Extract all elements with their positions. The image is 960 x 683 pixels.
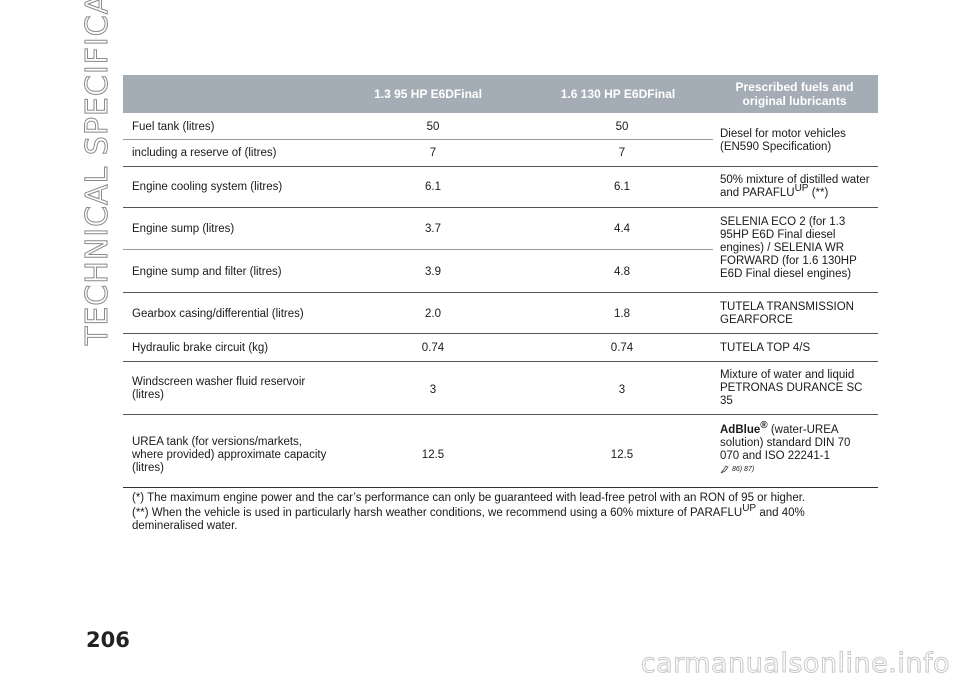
row-divider bbox=[123, 139, 713, 140]
value-sump-2: 4.4 bbox=[614, 223, 630, 235]
lubricant-sump-l5: E6D Final diesel engines) bbox=[720, 268, 852, 280]
value-fuel-tank-1: 50 bbox=[426, 121, 440, 133]
row-divider bbox=[123, 414, 878, 415]
lubricant-cooling-line2b: (**) bbox=[811, 187, 829, 199]
lubricant-washer: Mixture of water and liquid PETRONAS DUR… bbox=[720, 369, 882, 408]
row-label-reserve: including a reserve of (litres) bbox=[132, 147, 277, 159]
lubricant-cooling: 50% mixture of distilled water and PARAF… bbox=[720, 174, 885, 200]
row-divider bbox=[123, 207, 878, 208]
row-label-washer: Windscreen washer fluid reservoir (litre… bbox=[132, 376, 332, 402]
lubricant-washer-l2: PETRONAS DURANCE SC bbox=[720, 382, 863, 394]
lubricant-fuel-line2: (EN590 Specification) bbox=[720, 141, 832, 153]
section-title: TECHNICAL SPECIFICATIONS bbox=[80, 0, 116, 346]
lubricant-urea: AdBlue® (water-UREA solution) standard D… bbox=[720, 421, 882, 478]
header-engine-1: 1.3 95 HP E6DFinal bbox=[374, 87, 482, 101]
row-label-urea-l3: (litres) bbox=[132, 462, 164, 474]
header-engine-2: 1.6 130 HP E6DFinal bbox=[560, 87, 676, 101]
page-number: 206 bbox=[86, 628, 130, 652]
row-divider bbox=[123, 361, 878, 362]
row-divider bbox=[123, 333, 878, 334]
lubricant-sump-l2: 95HP E6D Final diesel bbox=[720, 229, 836, 241]
lubricant-cooling-line1: 50% mixture of distilled water bbox=[720, 174, 870, 186]
lubricant-sump-l3: engines) / SELENIA WR bbox=[720, 242, 844, 254]
row-divider bbox=[123, 292, 878, 293]
registered-mark: ® bbox=[760, 420, 768, 432]
row-label-sump-filter: Engine sump and filter (litres) bbox=[132, 266, 282, 278]
table-bottom-rule bbox=[123, 487, 878, 488]
lubricant-gearbox-l1: TUTELA TRANSMISSION bbox=[720, 301, 854, 313]
header-lubricants-line2: original lubricants bbox=[742, 94, 847, 108]
value-reserve-2: 7 bbox=[618, 147, 626, 159]
lubricant-cooling-line2a: and PARAFLU bbox=[720, 187, 795, 199]
value-cooling-2: 6.1 bbox=[614, 181, 630, 193]
value-washer-1: 3 bbox=[429, 384, 437, 396]
value-gearbox-1: 2.0 bbox=[425, 308, 441, 320]
value-fuel-tank-2: 50 bbox=[615, 121, 629, 133]
value-reserve-1: 7 bbox=[429, 147, 437, 159]
value-brake-1: 0.74 bbox=[421, 342, 445, 354]
lubricant-sump: SELENIA ECO 2 (for 1.3 95HP E6D Final di… bbox=[720, 216, 882, 281]
warning-references: 86) 87) bbox=[720, 463, 754, 476]
lubricant-urea-l1b: (water-UREA bbox=[770, 424, 839, 436]
value-sump-1: 3.7 bbox=[425, 223, 441, 235]
row-label-urea-l1: UREA tank (for versions/markets, bbox=[132, 436, 302, 448]
warning-reference-numbers: 86) 87) bbox=[732, 466, 755, 473]
lubricant-washer-l3: 35 bbox=[720, 395, 733, 407]
row-label-urea-l2: where provided) approximate capacity bbox=[132, 449, 327, 461]
value-urea-2: 12.5 bbox=[610, 449, 634, 461]
row-label-urea: UREA tank (for versions/markets, where p… bbox=[132, 436, 332, 475]
footnote-power: (*) The maximum engine power and the car… bbox=[132, 492, 806, 504]
value-washer-2: 3 bbox=[618, 384, 626, 396]
row-label-sump: Engine sump (litres) bbox=[132, 223, 235, 235]
header-lubricants-line1: Prescribed fuels and bbox=[735, 80, 854, 94]
lubricant-urea-l3: 070 and ISO 22241-1 bbox=[720, 450, 830, 462]
table-header: 1.3 95 HP E6DFinal 1.6 130 HP E6DFinal P… bbox=[123, 75, 878, 113]
lubricant-fuel-line1: Diesel for motor vehicles bbox=[720, 128, 846, 140]
value-cooling-1: 6.1 bbox=[425, 181, 441, 193]
header-lubricants: Prescribed fuels and original lubricants bbox=[711, 75, 878, 113]
footnote-paraflu: (**) When the vehicle is used in particu… bbox=[132, 504, 877, 533]
watermark: carmanualsonline.info bbox=[640, 648, 950, 680]
value-gearbox-2: 1.8 bbox=[614, 308, 630, 320]
value-sump-filter-1: 3.9 bbox=[425, 266, 441, 278]
warning-hand-icon bbox=[720, 465, 729, 474]
lubricant-sump-l4: FORWARD (for 1.6 130HP bbox=[720, 255, 857, 267]
value-urea-1: 12.5 bbox=[421, 449, 445, 461]
paraflu-superscript: UP bbox=[794, 183, 809, 195]
footnote-paraflu-a: (**) When the vehicle is used in particu… bbox=[132, 507, 743, 519]
value-sump-filter-2: 4.8 bbox=[614, 266, 630, 278]
lubricant-gearbox: TUTELA TRANSMISSION GEARFORCE bbox=[720, 301, 882, 327]
adblue-brand: AdBlue bbox=[720, 424, 761, 436]
row-label-washer-l2: (litres) bbox=[132, 389, 164, 401]
row-divider bbox=[123, 166, 878, 167]
lubricant-gearbox-l2: GEARFORCE bbox=[720, 314, 793, 326]
row-label-gearbox: Gearbox casing/differential (litres) bbox=[132, 308, 304, 320]
value-brake-2: 0.74 bbox=[610, 342, 634, 354]
row-label-fuel-tank: Fuel tank (litres) bbox=[132, 121, 215, 133]
row-divider bbox=[123, 249, 713, 250]
lubricant-sump-l1: SELENIA ECO 2 (for 1.3 bbox=[720, 216, 846, 228]
lubricant-washer-l1: Mixture of water and liquid bbox=[720, 369, 855, 381]
footnote-paraflu-c: demineralised water. bbox=[132, 520, 238, 532]
footnote-paraflu-superscript: UP bbox=[742, 503, 757, 515]
lubricant-brake: TUTELA TOP 4/S bbox=[720, 342, 811, 354]
lubricant-fuel: Diesel for motor vehicles (EN590 Specifi… bbox=[720, 128, 882, 154]
lubricant-urea-l2: solution) standard DIN 70 bbox=[720, 437, 851, 449]
row-label-cooling: Engine cooling system (litres) bbox=[132, 181, 283, 193]
row-label-washer-l1: Windscreen washer fluid reservoir bbox=[132, 376, 306, 388]
row-label-brake: Hydraulic brake circuit (kg) bbox=[132, 342, 269, 354]
footnote-paraflu-b: and 40% bbox=[759, 507, 805, 519]
